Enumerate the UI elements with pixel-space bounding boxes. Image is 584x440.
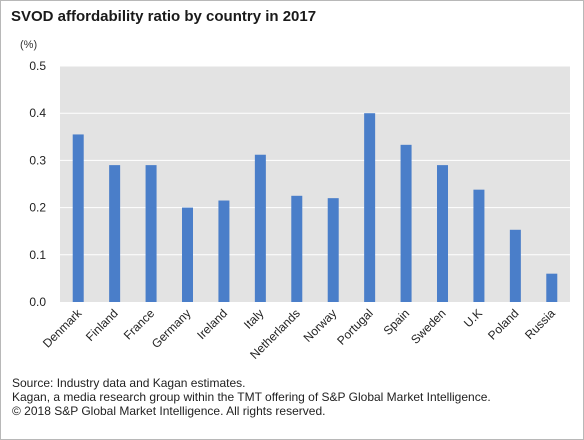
x-tick-label: U.K [461,306,485,330]
bar [109,165,121,302]
y-axis-unit-label: (%) [20,39,38,51]
x-tick-label: Italy [241,306,266,331]
x-tick-label: Germany [149,306,194,351]
bar [145,165,157,302]
x-tick-label: Norway [301,306,340,345]
x-tick-label: Ireland [194,306,230,342]
x-tick-label: Finland [83,306,121,344]
y-tick-label: 0.3 [29,153,46,167]
bar [218,200,230,302]
bar [364,113,376,302]
y-tick-label: 0.2 [29,201,46,215]
x-tick-label: Russia [522,306,558,342]
y-tick-label: 0.0 [29,295,46,309]
bar [254,154,266,302]
y-tick-label: 0.4 [29,106,46,120]
x-tick-label: Denmark [40,306,85,351]
bar [291,195,303,302]
x-tick-label: Portugal [334,306,376,348]
y-tick-label: 0.1 [29,248,46,262]
y-tick-label: 0.5 [29,59,46,73]
x-tick-label: Poland [485,306,521,342]
x-tick-label: Sweden [408,306,449,347]
bar [182,207,193,302]
bar [327,198,339,302]
bar [509,229,521,302]
bar [437,165,448,302]
copyright-note: © 2018 S&P Global Market Intelligence. A… [12,404,326,418]
bar [473,189,485,302]
plot-area [60,66,570,302]
bar [72,134,84,302]
kagan-note: Kagan, a media research group within the… [12,390,491,404]
bar [546,273,558,302]
bar [400,144,412,302]
source-note: Source: Industry data and Kagan estimate… [12,376,246,390]
x-tick-label: Spain [381,306,413,338]
chart-title: SVOD affordability ratio by country in 2… [11,8,317,25]
chart-footer: Source: Industry data and Kagan estimate… [12,376,491,418]
